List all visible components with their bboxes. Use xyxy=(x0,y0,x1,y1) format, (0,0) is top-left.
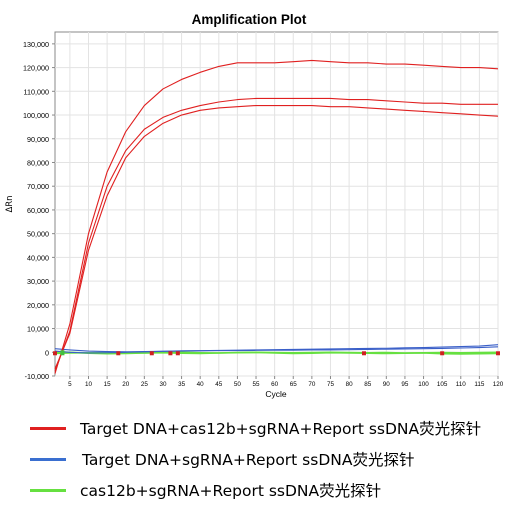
baseline-marker xyxy=(149,351,154,356)
series-lines xyxy=(54,59,499,374)
x-tick-label: 80 xyxy=(346,381,354,388)
x-tick-label: 75 xyxy=(327,381,335,388)
y-tick-label: 70,000 xyxy=(27,182,49,191)
baseline-markers xyxy=(53,350,500,356)
series-line xyxy=(54,346,499,354)
x-tick-label: 100 xyxy=(418,381,429,388)
y-tick-label: 100,000 xyxy=(23,111,49,120)
x-tick-label: 20 xyxy=(122,381,130,388)
y-tick-label: 50,000 xyxy=(27,230,49,239)
y-tick-label: 40,000 xyxy=(27,253,49,262)
x-tick-label: 40 xyxy=(197,381,205,388)
x-axis-ticks: 5 10 15 20 25 30 35 40 45 50 55 60 65 70 75 80 85 90 95 100… xyxy=(68,376,504,388)
x-tick-label: 65 xyxy=(290,381,298,388)
baseline-marker xyxy=(116,351,121,356)
y-tick-label: 10,000 xyxy=(27,325,49,334)
legend-swatch-green xyxy=(30,489,66,492)
baseline-marker xyxy=(53,351,57,356)
y-tick-label: 80,000 xyxy=(27,158,49,167)
amplification-plot-chart: Amplification Plot -10,000 0 10,000 20,000 3… xyxy=(5,12,504,399)
x-axis-label: Cycle xyxy=(265,389,287,399)
series-line xyxy=(54,104,499,370)
x-tick-label: 55 xyxy=(253,381,261,388)
chart-title: Amplification Plot xyxy=(192,12,307,27)
x-tick-label: 110 xyxy=(456,381,467,388)
y-tick-label: 30,000 xyxy=(27,277,49,286)
legend-swatch-blue xyxy=(30,458,66,461)
x-tick-label: 120 xyxy=(493,381,504,388)
x-tick-label: 35 xyxy=(178,381,186,388)
series-line xyxy=(54,59,499,374)
x-tick-label: 25 xyxy=(141,381,149,388)
x-tick-label: 45 xyxy=(215,381,223,388)
baseline-marker xyxy=(361,351,366,356)
y-tick-label: 130,000 xyxy=(23,40,49,49)
x-tick-label: 60 xyxy=(271,381,279,388)
baseline-marker xyxy=(60,350,65,356)
y-axis-label: ΔRn xyxy=(5,195,15,212)
y-tick-label: 0 xyxy=(45,348,49,357)
x-tick-label: 85 xyxy=(364,381,372,388)
y-axis-ticks: -10,000 0 10,000 20,000 30,000 40,000 50,000 60… xyxy=(23,40,55,381)
x-tick-label: 50 xyxy=(234,381,242,388)
y-tick-label: 90,000 xyxy=(27,135,49,144)
x-tick-label: 95 xyxy=(401,381,409,388)
baseline-marker xyxy=(168,351,173,356)
y-tick-label: 120,000 xyxy=(23,64,49,73)
plot-area xyxy=(54,31,499,377)
legend-label: Target DNA+cas12b+sgRNA+Report ssDNA荧光探针 xyxy=(80,420,482,438)
x-tick-label: 10 xyxy=(85,381,93,388)
x-tick-label: 15 xyxy=(104,381,112,388)
baseline-marker xyxy=(440,351,445,356)
y-tick-label: 110,000 xyxy=(24,87,49,96)
baseline-marker xyxy=(496,351,500,356)
x-tick-label: 115 xyxy=(474,381,485,388)
legend-label: cas12b+sgRNA+Report ssDNA荧光探针 xyxy=(80,482,382,500)
x-tick-label: 90 xyxy=(383,381,391,388)
x-tick-label: 70 xyxy=(308,381,316,388)
gridlines xyxy=(55,32,499,377)
legend-swatch-red xyxy=(30,427,66,430)
y-tick-label: -10,000 xyxy=(25,372,49,381)
x-tick-label: 105 xyxy=(437,381,448,388)
series-line xyxy=(54,351,499,355)
y-tick-label: 60,000 xyxy=(27,206,49,215)
legend-label: Target DNA+sgRNA+Report ssDNA荧光探针 xyxy=(82,451,415,469)
baseline-marker xyxy=(175,351,180,356)
x-tick-label: 5 xyxy=(68,381,72,388)
series-line xyxy=(54,97,498,372)
y-tick-label: 20,000 xyxy=(27,301,49,310)
x-tick-label: 30 xyxy=(159,381,167,388)
